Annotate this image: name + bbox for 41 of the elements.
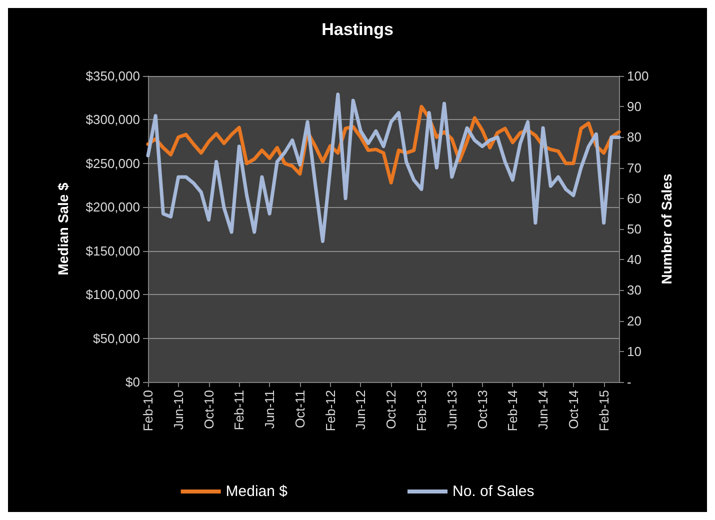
x-tick-label: Feb-10 [140,390,156,432]
y-tick-label: $200,000 [86,200,140,215]
y-tick-label: $250,000 [86,156,140,171]
y2-tick-label: - [627,374,632,390]
x-tick-label: Oct-11 [292,390,308,428]
y-tick-label: $50,000 [93,330,140,346]
x-tick-label: Jun-10 [170,390,186,430]
x-tick-label: Oct-12 [384,390,399,430]
legend-label: Median $ [226,483,288,500]
y2-axis-title: Number of Sales [658,174,675,284]
y2-tick-label: 100 [627,68,649,84]
y-tick-label: $100,000 [86,287,140,302]
y-tick-label: $350,000 [86,68,140,84]
x-tick-label: Jun-11 [262,390,278,429]
legend-label: No. of Sales [452,483,534,500]
y-tick-label: $300,000 [86,112,140,128]
x-tick-label: Oct-10 [201,390,216,430]
y2-tick-label: 20 [627,313,642,328]
line-series [146,92,621,243]
x-tick-label: Feb-12 [322,390,338,432]
x-tick-label: Jun-14 [536,390,551,430]
x-tick-label: Oct-14 [566,390,581,430]
y-tick-label: $0 [126,374,140,390]
x-tick-label: Feb-11 [232,390,247,430]
y2-tick-label: 10 [627,344,642,359]
y2-tick-label: 80 [627,130,642,145]
x-tick-label: Jun-13 [444,390,460,430]
x-tick-label: Jun-12 [353,390,368,430]
y2-tick-label: 50 [627,222,642,236]
y-tick-label: $150,000 [86,243,140,258]
y-axis-title: Median Sale $ [55,182,71,276]
y2-tick-label: 30 [627,282,642,298]
x-tick-label: Feb-13 [414,390,429,432]
y2-tick-label: 60 [627,190,642,206]
y2-tick-label: 70 [627,160,642,176]
x-tick-label: Oct-13 [474,390,490,430]
x-tick-label: Feb-15 [596,390,612,432]
x-tick-label: Feb-14 [505,390,520,432]
chart-title: Hastings [322,20,394,39]
y2-tick-label: 40 [627,252,642,268]
y2-tick-label: 90 [627,99,642,114]
